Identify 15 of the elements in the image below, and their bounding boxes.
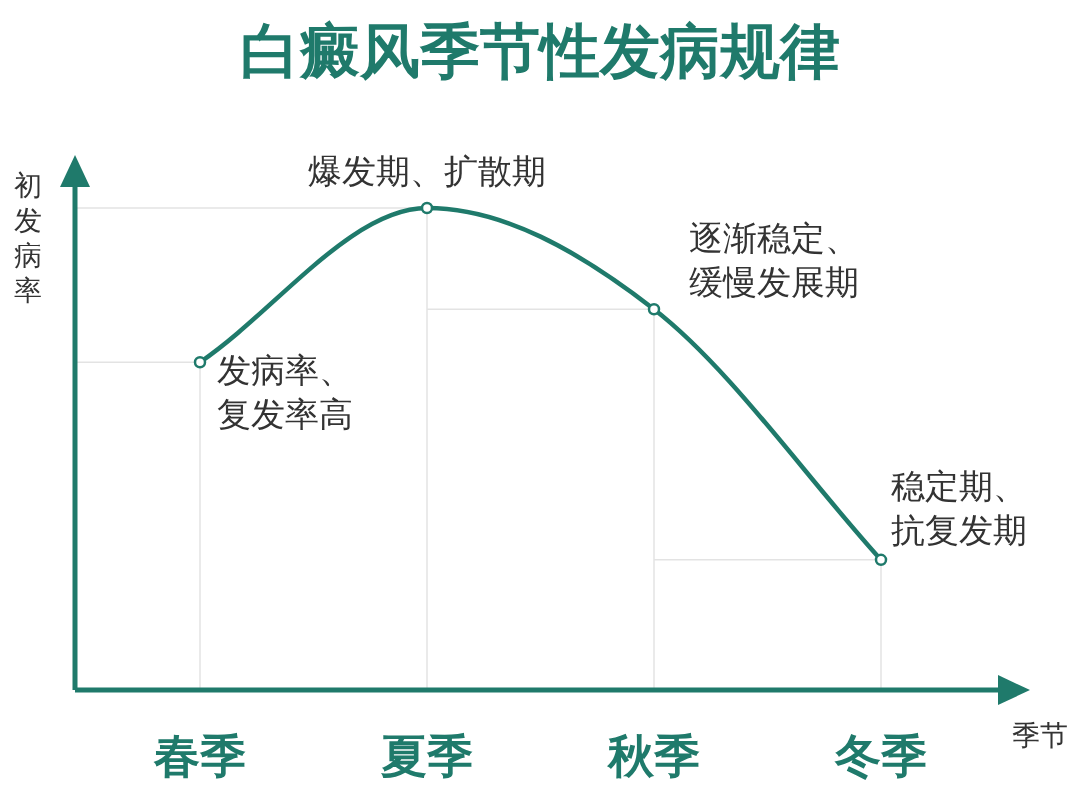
point [420,201,434,215]
x-tick-label: 冬季 [834,729,927,783]
x-tick-label: 春季 [153,729,246,783]
annotation: 爆发期、扩散期 [308,151,546,191]
y-axis-title: 初发病率 [14,169,42,307]
annotation: 发病率、复发率高 [217,350,353,435]
annotation: 逐渐稳定、缓慢发展期 [689,218,859,303]
point [647,302,661,316]
point [193,355,207,369]
annotation: 稳定期、抗复发期 [891,465,1027,550]
point [874,553,888,567]
x-tick-label: 秋季 [606,729,700,783]
x-axis-title: 季节 [1012,719,1068,752]
x-tick-label: 夏季 [381,729,473,783]
chart-title: 白癜风季节性发病规律 [240,16,840,86]
